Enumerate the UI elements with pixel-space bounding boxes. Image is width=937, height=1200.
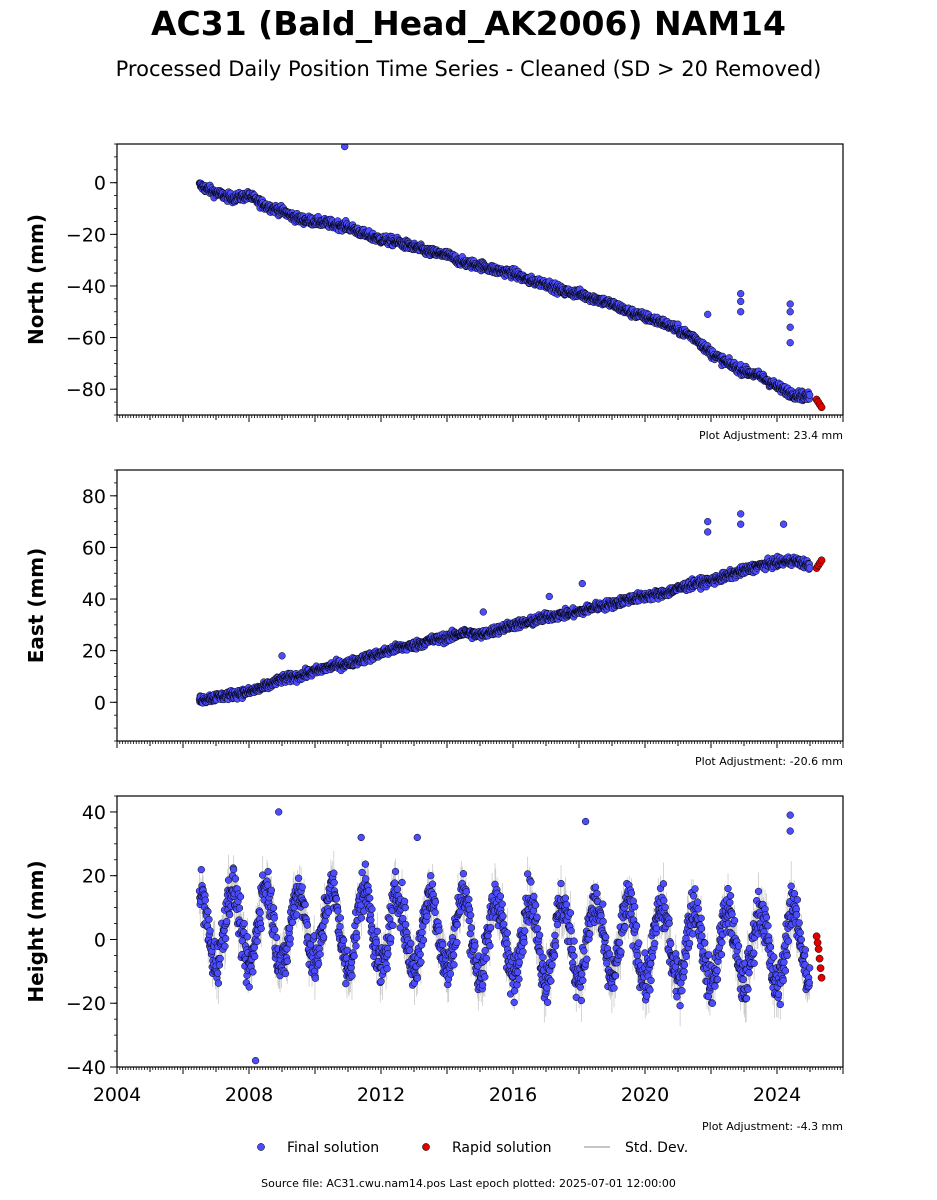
final-outlier-point — [704, 517, 712, 526]
final-point — [806, 564, 814, 572]
final-point — [216, 954, 224, 963]
y-tick-label: −60 — [66, 328, 106, 350]
y-tick-label: 0 — [94, 692, 106, 714]
final-outlier-point — [737, 520, 745, 528]
final-outlier-point — [704, 310, 712, 318]
final-point — [197, 865, 205, 874]
final-outlier-point — [341, 144, 349, 151]
final-point — [214, 979, 223, 987]
final-point — [250, 943, 258, 952]
final-point — [221, 942, 229, 950]
plot-area — [195, 808, 826, 1065]
final-point — [240, 919, 248, 928]
final-point — [201, 896, 209, 904]
y-tick-label: −80 — [66, 379, 106, 401]
rapid-point — [817, 556, 826, 565]
final-point — [221, 934, 230, 943]
final-point — [223, 917, 231, 926]
final-point — [225, 910, 234, 919]
final-outlier-point — [578, 579, 586, 588]
final-outlier-point — [737, 290, 745, 298]
final-outlier-point — [786, 308, 794, 316]
plot-adjustment-note: Plot Adjustment: 23.4 mm — [699, 429, 843, 442]
final-outlier-point — [779, 520, 788, 528]
final-outlier-point — [737, 510, 745, 518]
final-point — [236, 893, 245, 901]
final-point — [245, 983, 253, 991]
y-tick-label: −40 — [66, 276, 106, 298]
y-tick-label: 60 — [82, 537, 106, 559]
final-point — [214, 969, 222, 977]
chart-subtitle: Processed Daily Position Time Series - C… — [115, 57, 822, 81]
y-tick-label: 80 — [82, 486, 106, 508]
final-point — [215, 961, 224, 969]
plot-adjustment-note: Plot Adjustment: -20.6 mm — [695, 755, 843, 768]
panel-0: 0 −20 −40 −60 −80 North (mm) Plot Adjustment: … — [24, 143, 844, 442]
y-tick-label: 40 — [82, 589, 106, 611]
chart-title: AC31 (Bald_Head_AK2006) NAM14 — [151, 4, 786, 43]
y-tick-label: −20 — [66, 224, 106, 246]
plot-area — [195, 144, 826, 412]
final-point — [231, 875, 240, 883]
final-outlier-point — [786, 300, 794, 308]
final-outlier-point — [479, 608, 487, 616]
final-outlier-point — [737, 297, 745, 306]
y-axis-label: East (mm) — [24, 548, 48, 664]
plot-area — [195, 510, 826, 707]
y-tick-label: 20 — [82, 641, 106, 663]
final-point — [243, 933, 252, 941]
final-point — [806, 391, 814, 399]
final-point — [235, 904, 244, 912]
final-outlier-point — [704, 528, 712, 536]
final-outlier-point — [786, 323, 794, 331]
y-tick-label: 0 — [94, 173, 106, 195]
y-axis-label: North (mm) — [24, 214, 48, 345]
final-point — [206, 927, 214, 935]
panel-1: 0 20 40 60 80 East (mm) Plot Adjustment: -20.6… — [24, 469, 844, 768]
final-point — [249, 968, 257, 976]
final-point — [229, 865, 238, 874]
final-outlier-point — [278, 652, 286, 660]
final-point — [204, 907, 212, 916]
final-point — [251, 952, 259, 961]
final-outlier-point — [545, 592, 553, 601]
final-point — [205, 915, 213, 924]
rapid-point — [817, 403, 826, 412]
final-outlier-point — [737, 308, 745, 316]
final-outlier-point — [786, 339, 794, 347]
